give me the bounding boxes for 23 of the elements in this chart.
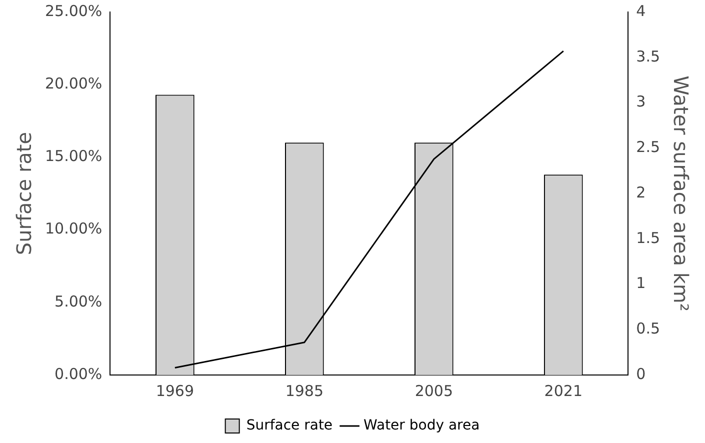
x-tick-label: 2021 xyxy=(544,382,582,400)
y-axis-title: Surface rate xyxy=(12,132,36,256)
y2-tick-label: 0 xyxy=(636,364,646,383)
y-tick-label: 15.00% xyxy=(44,147,102,166)
y-tick-label: 20.00% xyxy=(44,74,102,92)
x-tick-label: 1985 xyxy=(285,382,324,400)
y2-tick-label: 1.5 xyxy=(636,228,660,247)
y-tick-label: 25.00% xyxy=(44,2,102,20)
y2-axis-title: Water surface area km² xyxy=(668,76,693,312)
y-tick-label: 5.00% xyxy=(54,292,102,310)
y2-tick-label: 0.5 xyxy=(636,320,660,338)
y-tick-label: 10.00% xyxy=(44,220,102,238)
y-tick-label: 0.00% xyxy=(54,364,102,383)
y2-tick-label: 3.5 xyxy=(636,47,660,66)
y2-tick-label: 2.5 xyxy=(636,138,660,156)
legend-label: Surface rate xyxy=(246,418,333,434)
x-tick-label: 1969 xyxy=(156,382,194,400)
x-tick-label: 2005 xyxy=(414,382,454,400)
legend-label: Water body area xyxy=(364,418,480,434)
y2-tick-label: 2 xyxy=(636,183,646,202)
y2-tick-label: 1 xyxy=(636,274,646,292)
y2-tick-label: 4 xyxy=(636,2,646,20)
y2-tick-label: 3 xyxy=(636,92,646,111)
